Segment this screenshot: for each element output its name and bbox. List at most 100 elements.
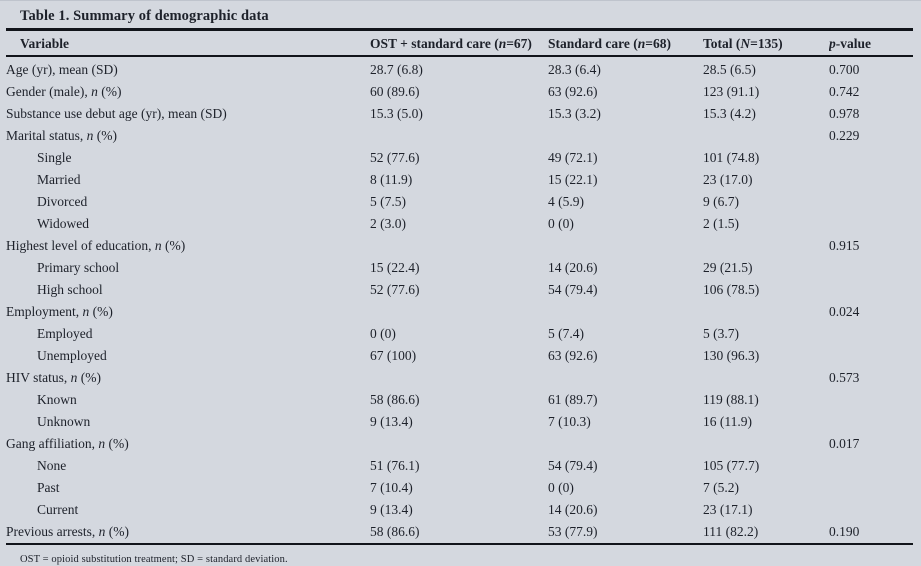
p-value-cell: 0.573 (829, 370, 860, 385)
row-sublabel: Married (37, 172, 81, 187)
value-cell: 52 (77.6) (370, 282, 420, 297)
value-cell: 15.3 (5.0) (370, 106, 423, 121)
row-sublabel: Divorced (37, 194, 88, 209)
table-row: Highest level of education, n (%) 0.915 (6, 235, 913, 257)
value-cell: 23 (17.0) (703, 172, 753, 187)
value-cell: 9 (13.4) (370, 414, 413, 429)
row-label: Gang affiliation, n (%) (6, 436, 129, 451)
row-label: Gender (male), n (%) (6, 84, 122, 99)
value-cell: 5 (7.4) (548, 326, 584, 341)
row-sublabel: Primary school (37, 260, 120, 275)
value-cell: 23 (17.1) (703, 502, 753, 517)
value-cell: 61 (89.7) (548, 392, 598, 407)
row-label: Marital status, n (%) (6, 128, 117, 143)
p-value-cell (829, 477, 913, 499)
table-row: Gender (male), n (%) 60 (89.6) 63 (92.6) 12… (6, 81, 913, 103)
value-cell (703, 125, 829, 147)
row-label: Employment, n (%) (6, 304, 113, 319)
value-cell (703, 367, 829, 389)
table-row: Past 7 (10.4) 0 (0) 7 (5.2) (6, 477, 913, 499)
table-header: Variable OST + standard care (n=67) Standa… (6, 31, 913, 57)
row-sublabel: Employed (37, 326, 93, 341)
p-value-cell (829, 257, 913, 279)
value-cell: 2 (3.0) (370, 216, 406, 231)
value-cell (370, 433, 548, 455)
value-cell: 123 (91.1) (703, 84, 760, 99)
column-header-ost-standard: OST + standard care (n=67) (370, 31, 548, 57)
value-cell (548, 235, 703, 257)
value-cell: 7 (10.3) (548, 414, 591, 429)
value-cell: 106 (78.5) (703, 282, 760, 297)
value-cell: 105 (77.7) (703, 458, 760, 473)
value-cell: 63 (92.6) (548, 348, 598, 363)
p-value-cell (829, 191, 913, 213)
table-row: Substance use debut age (yr), mean (SD) 1… (6, 103, 913, 125)
value-cell: 51 (76.1) (370, 458, 420, 473)
table-row: Primary school 15 (22.4) 14 (20.6) 29 (21.5… (6, 257, 913, 279)
value-cell: 14 (20.6) (548, 260, 598, 275)
p-value-cell: 0.915 (829, 238, 860, 253)
value-cell: 15.3 (4.2) (703, 106, 756, 121)
value-cell: 28.5 (6.5) (703, 62, 756, 77)
value-cell: 14 (20.6) (548, 502, 598, 517)
value-cell (548, 301, 703, 323)
value-cell: 28.3 (6.4) (548, 62, 601, 77)
row-sublabel: Current (37, 502, 79, 517)
table-row: None 51 (76.1) 54 (79.4) 105 (77.7) (6, 455, 913, 477)
value-cell (703, 235, 829, 257)
p-value-cell (829, 455, 913, 477)
row-sublabel: Known (37, 392, 77, 407)
p-value-cell (829, 213, 913, 235)
value-cell: 0 (0) (370, 326, 396, 341)
value-cell: 15 (22.1) (548, 172, 598, 187)
value-cell: 5 (3.7) (703, 326, 739, 341)
p-value-cell (829, 499, 913, 521)
value-cell (548, 125, 703, 147)
table-row: Age (yr), mean (SD) 28.7 (6.8) 28.3 (6.4) 2… (6, 56, 913, 81)
p-value-cell: 0.978 (829, 106, 860, 121)
value-cell: 67 (100) (370, 348, 417, 363)
p-value-cell (829, 345, 913, 367)
value-cell (703, 301, 829, 323)
header-row: Variable OST + standard care (n=67) Standa… (6, 31, 913, 57)
table-footnote: OST = opioid substitution treatment; SD … (20, 554, 288, 565)
p-value-cell (829, 279, 913, 301)
row-sublabel: Widowed (37, 216, 89, 231)
value-cell: 28.7 (6.8) (370, 62, 423, 77)
value-cell (703, 433, 829, 455)
column-header-variable: Variable (6, 31, 370, 57)
p-value-cell (829, 323, 913, 345)
value-cell (370, 367, 548, 389)
value-cell (548, 433, 703, 455)
value-cell: 49 (72.1) (548, 150, 598, 165)
row-sublabel: Past (37, 480, 60, 495)
value-cell: 15 (22.4) (370, 260, 420, 275)
value-cell: 58 (86.6) (370, 392, 420, 407)
row-label: Previous arrests, n (%) (6, 521, 370, 545)
table-row: Divorced 5 (7.5) 4 (5.9) 9 (6.7) (6, 191, 913, 213)
value-cell: 58 (86.6) (370, 521, 548, 545)
value-cell: 101 (74.8) (703, 150, 760, 165)
table-row: Known 58 (86.6) 61 (89.7) 119 (88.1) (6, 389, 913, 411)
value-cell: 63 (92.6) (548, 84, 598, 99)
p-value-cell: 0.229 (829, 128, 860, 143)
p-value-cell: 0.017 (829, 436, 860, 451)
p-value-cell: 0.024 (829, 304, 860, 319)
p-value-cell: 0.742 (829, 84, 860, 99)
table-row: Unknown 9 (13.4) 7 (10.3) 16 (11.9) (6, 411, 913, 433)
value-cell: 4 (5.9) (548, 194, 584, 209)
value-cell: 53 (77.9) (548, 521, 703, 545)
p-value-cell: 0.190 (829, 521, 913, 545)
value-cell: 16 (11.9) (703, 414, 752, 429)
value-cell: 9 (6.7) (703, 194, 739, 209)
p-value-cell (829, 411, 913, 433)
row-sublabel: Unknown (37, 414, 91, 429)
row-sublabel: None (37, 458, 67, 473)
value-cell (370, 125, 548, 147)
table-row: Marital status, n (%) 0.229 (6, 125, 913, 147)
table-row: Unemployed 67 (100) 63 (92.6) 130 (96.3) (6, 345, 913, 367)
table-row: Gang affiliation, n (%) 0.017 (6, 433, 913, 455)
value-cell: 2 (1.5) (703, 216, 739, 231)
value-cell: 29 (21.5) (703, 260, 753, 275)
